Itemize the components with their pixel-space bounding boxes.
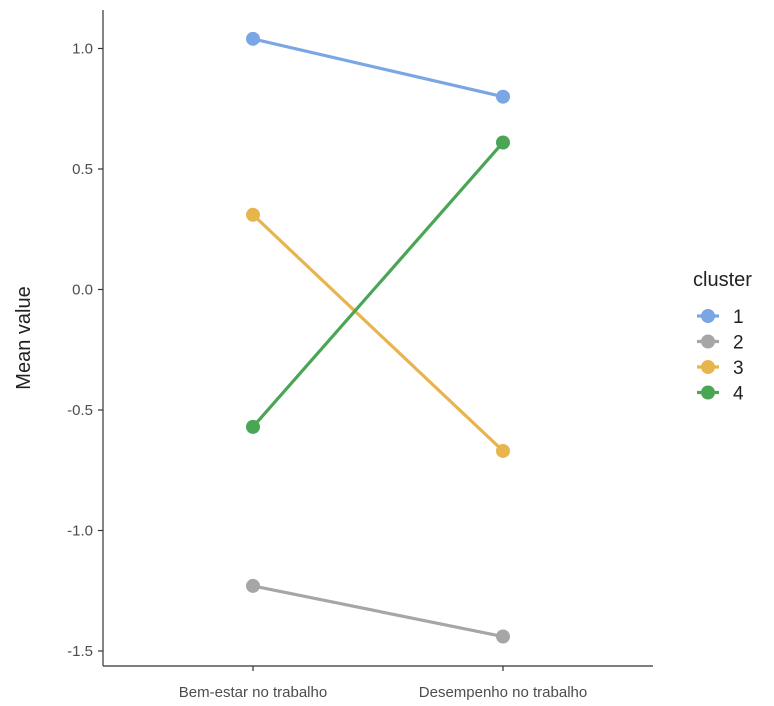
y-tick-label: 0.5 bbox=[72, 161, 93, 178]
data-point bbox=[246, 207, 260, 222]
data-point bbox=[496, 135, 510, 150]
legend-key-point bbox=[701, 334, 715, 349]
data-point bbox=[246, 419, 260, 434]
y-tick-label: -1.5 bbox=[67, 643, 93, 660]
x-tick-label: Bem-estar no trabalho bbox=[179, 684, 327, 701]
x-axis-ticks: Bem-estar no trabalho Desempenho no traba… bbox=[179, 666, 587, 701]
series-line bbox=[252, 584, 504, 639]
x-tick-label: Desempenho no trabalho bbox=[419, 684, 587, 701]
series-line bbox=[251, 141, 505, 428]
data-point bbox=[496, 89, 510, 104]
y-tick-label: -1.0 bbox=[67, 523, 93, 540]
legend-label: 4 bbox=[733, 384, 744, 405]
legend-items: 1 2 3 4 bbox=[697, 307, 744, 405]
y-axis-title: Mean value bbox=[13, 286, 35, 389]
legend-item: 1 bbox=[697, 307, 744, 328]
legend-item: 2 bbox=[697, 333, 744, 354]
data-point bbox=[246, 578, 260, 593]
series-4 bbox=[246, 135, 510, 434]
legend-label: 2 bbox=[733, 333, 744, 354]
y-tick-label: 0.0 bbox=[72, 282, 93, 299]
series-3 bbox=[246, 207, 510, 458]
axes bbox=[102, 10, 653, 667]
legend-item: 4 bbox=[697, 384, 744, 405]
data-point bbox=[246, 31, 260, 46]
data-point bbox=[496, 629, 510, 644]
legend-key-point bbox=[701, 360, 715, 374]
legend: cluster 1 2 3 4 bbox=[693, 269, 752, 405]
y-tick-label: -0.5 bbox=[67, 402, 93, 419]
legend-key-point bbox=[701, 309, 715, 323]
series-layer bbox=[246, 31, 510, 644]
series-2 bbox=[246, 578, 510, 644]
series-line bbox=[252, 37, 504, 99]
data-point bbox=[496, 443, 510, 458]
legend-label: 3 bbox=[733, 358, 744, 379]
legend-label: 1 bbox=[733, 307, 744, 328]
legend-key-point bbox=[701, 385, 715, 400]
series-line bbox=[251, 213, 505, 453]
legend-item: 3 bbox=[697, 358, 744, 379]
legend-title: cluster bbox=[693, 269, 752, 291]
y-tick-label: 1.0 bbox=[72, 41, 93, 58]
series-1 bbox=[246, 31, 510, 104]
y-axis-ticks: 1.0 0.5 0.0 -0.5 -1.0 -1.5 bbox=[67, 41, 103, 660]
